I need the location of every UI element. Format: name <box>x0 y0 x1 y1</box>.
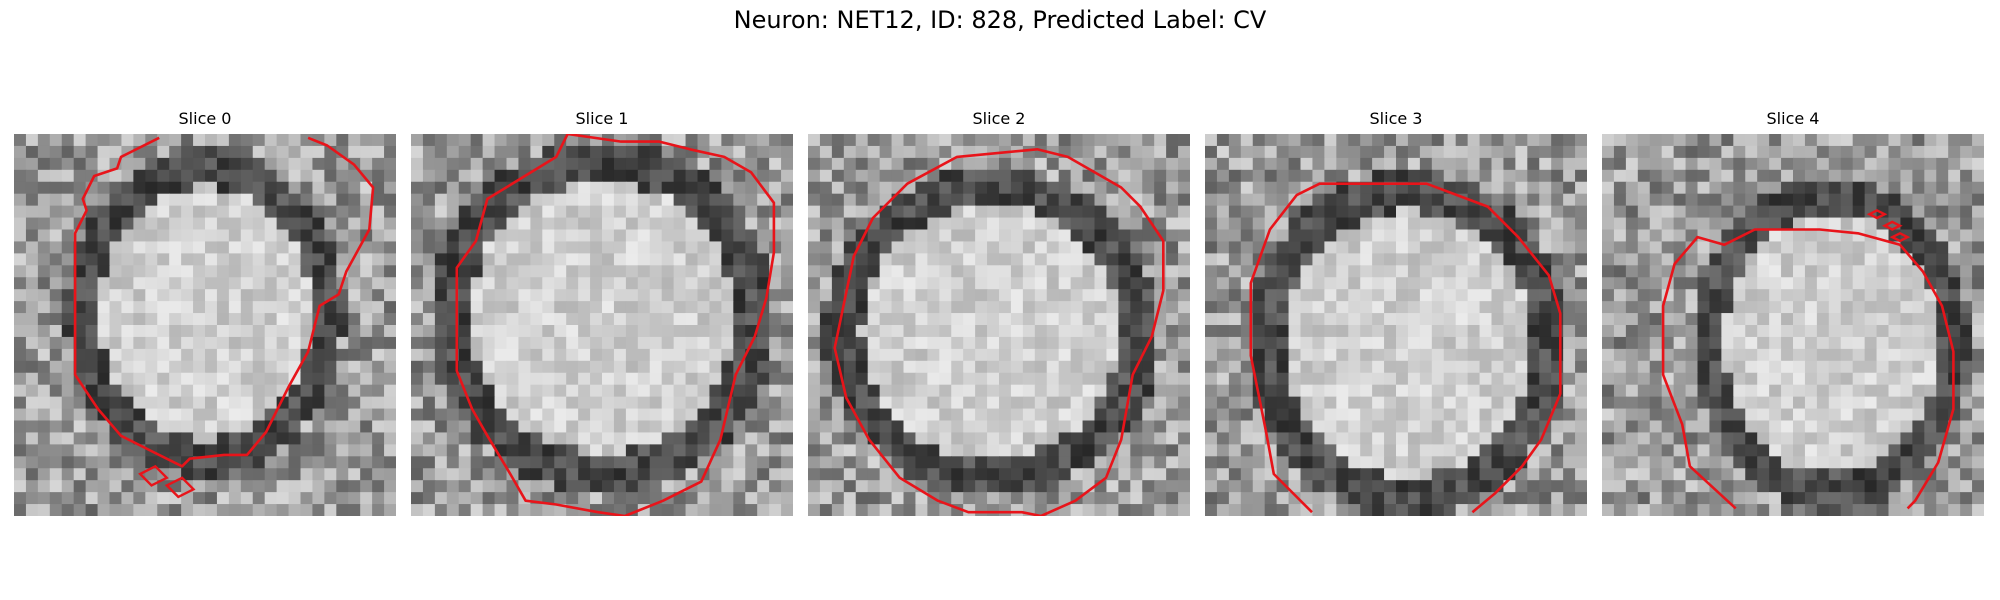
slice-title-0: Slice 0 <box>178 109 232 128</box>
segmentation-contour-fragment <box>1866 209 1888 220</box>
slice-title-4: Slice 4 <box>1766 109 1820 128</box>
slice-image-3 <box>1205 134 1587 516</box>
figure-title: Neuron: NET12, ID: 828, Predicted Label:… <box>733 6 1267 34</box>
segmentation-contour-fragment <box>1889 231 1911 243</box>
segmentation-contour <box>833 148 1165 516</box>
slice-title-2: Slice 2 <box>972 109 1026 128</box>
segmentation-contour <box>73 136 375 468</box>
slice-panel-0: Slice 0 <box>14 108 396 516</box>
segmentation-contour-fragment <box>138 464 169 487</box>
segmentation-contour <box>455 134 776 516</box>
segmentation-contour <box>1661 228 1955 510</box>
slice-image-4 <box>1602 134 1984 516</box>
slice-panel-1: Slice 1 <box>411 108 793 516</box>
slice-image-0 <box>14 134 396 516</box>
slice-panel-4: Slice 4 <box>1602 108 1984 516</box>
slice-image-1 <box>411 134 793 516</box>
slice-title-1: Slice 1 <box>575 109 629 128</box>
segmentation-contour <box>1249 182 1562 514</box>
segmentation-contour-fragment <box>1882 220 1903 231</box>
slice-panel-3: Slice 3 <box>1205 108 1587 516</box>
slice-title-3: Slice 3 <box>1369 109 1423 128</box>
slice-image-2 <box>808 134 1190 516</box>
segmentation-contour-fragment <box>164 476 196 499</box>
slice-panel-2: Slice 2 <box>808 108 1190 516</box>
